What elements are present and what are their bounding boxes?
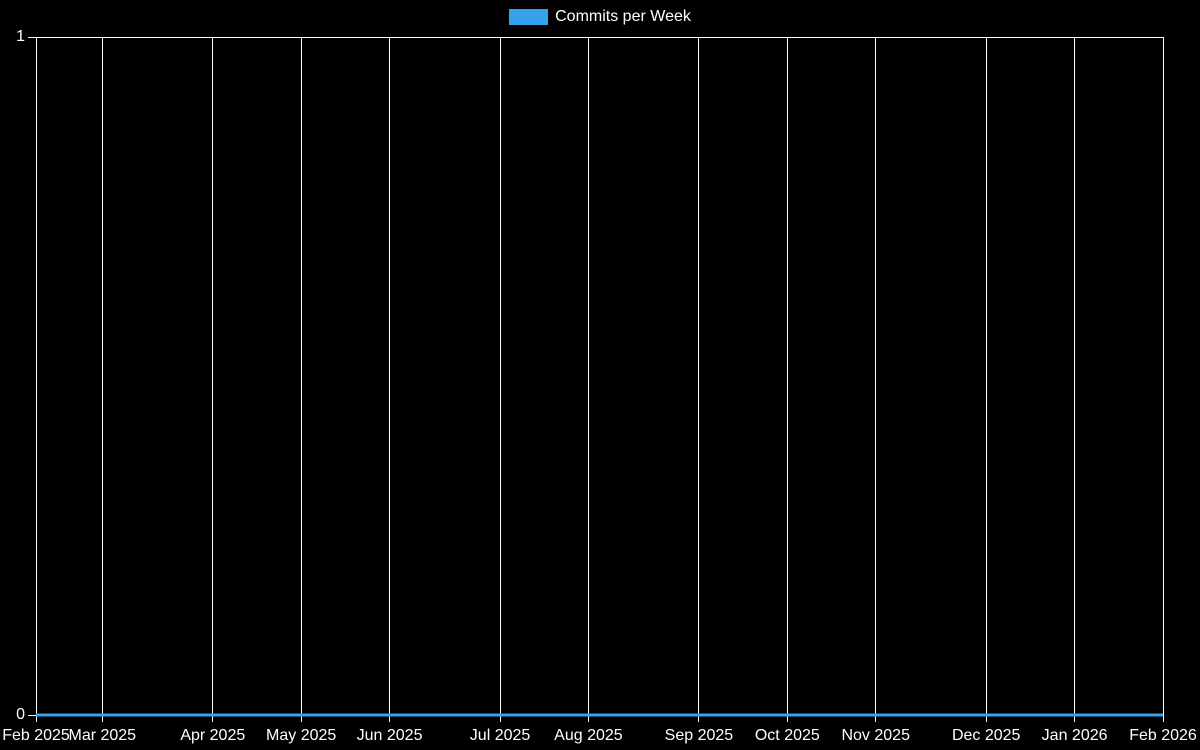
y-tick-label: 1 — [16, 28, 25, 45]
x-gridline — [1162, 37, 1164, 722]
legend-swatch-icon — [509, 9, 549, 25]
x-tick-label: Jun 2025 — [356, 727, 423, 744]
x-gridline — [101, 37, 103, 722]
x-gridline — [35, 37, 37, 722]
x-gridline — [300, 37, 302, 722]
y-tick-label: 0 — [16, 706, 25, 723]
x-gridline — [212, 37, 214, 722]
x-tick-label: Jul 2025 — [469, 727, 531, 744]
x-tick-label: Oct 2025 — [754, 727, 820, 744]
x-tick-label: Apr 2025 — [180, 727, 246, 744]
legend-item-commits-per-week[interactable]: Commits per Week — [509, 8, 691, 26]
y-gridline — [28, 36, 1163, 38]
legend: Commits per Week — [0, 8, 1200, 26]
x-tick-label: Mar 2025 — [68, 727, 137, 744]
x-gridline — [389, 37, 391, 722]
legend-label: Commits per Week — [555, 8, 691, 25]
x-tick-label: Feb 2025 — [2, 727, 70, 744]
x-tick-label: Feb 2026 — [1129, 727, 1197, 744]
x-tick-label: Jan 2026 — [1041, 727, 1108, 744]
x-gridline — [786, 37, 788, 722]
x-gridline — [1074, 37, 1076, 722]
x-tick-label: Aug 2025 — [554, 727, 623, 744]
x-gridline — [698, 37, 700, 722]
x-tick-label: Sep 2025 — [664, 727, 734, 744]
x-gridline — [499, 37, 501, 722]
x-gridline — [875, 37, 877, 722]
x-gridline — [587, 37, 589, 722]
x-tick-label: Dec 2025 — [951, 727, 1021, 744]
x-tick-label: Nov 2025 — [841, 727, 910, 744]
x-gridline — [985, 37, 987, 722]
x-tick-label: May 2025 — [266, 727, 337, 744]
